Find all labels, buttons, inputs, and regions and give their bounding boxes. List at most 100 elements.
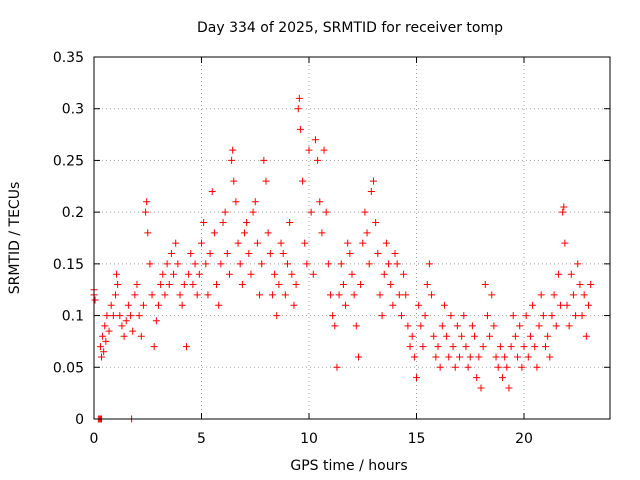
data-point xyxy=(557,301,565,309)
data-point xyxy=(481,281,489,289)
data-point xyxy=(135,312,143,320)
data-point xyxy=(514,353,522,361)
data-point xyxy=(406,343,414,351)
data-point xyxy=(462,343,470,351)
data-point xyxy=(258,260,266,268)
data-point xyxy=(96,343,104,351)
data-point xyxy=(292,281,300,289)
data-point xyxy=(193,291,201,299)
data-point xyxy=(335,291,343,299)
data-point xyxy=(152,317,160,325)
data-point xyxy=(91,296,99,304)
data-point xyxy=(466,353,474,361)
data-point xyxy=(372,218,380,226)
data-point xyxy=(288,270,296,278)
data-point xyxy=(101,322,109,330)
data-point xyxy=(419,343,427,351)
data-point xyxy=(318,229,326,237)
data-point xyxy=(295,94,303,102)
data-point xyxy=(301,239,309,247)
data-point xyxy=(354,353,362,361)
data-point xyxy=(98,353,106,361)
data-point xyxy=(268,291,276,299)
data-point xyxy=(421,312,429,320)
data-point xyxy=(229,146,237,154)
data-point xyxy=(542,343,549,351)
data-point xyxy=(324,260,332,268)
data-point xyxy=(266,250,274,258)
data-point xyxy=(114,281,122,289)
data-point xyxy=(344,239,352,247)
data-point xyxy=(185,270,193,278)
data-point xyxy=(122,317,130,325)
data-point xyxy=(385,260,393,268)
x-axis-label: GPS time / hours xyxy=(290,458,407,474)
data-point xyxy=(447,312,455,320)
data-point xyxy=(296,125,304,133)
data-point xyxy=(161,291,169,299)
data-point xyxy=(249,208,257,216)
data-point xyxy=(477,384,485,392)
data-point xyxy=(236,260,244,268)
data-point xyxy=(473,374,481,382)
data-point xyxy=(348,270,356,278)
data-point xyxy=(228,156,236,164)
data-point xyxy=(129,327,137,335)
data-point xyxy=(290,301,298,309)
data-point xyxy=(391,250,399,258)
data-point xyxy=(460,312,468,320)
data-point xyxy=(230,177,238,185)
data-point xyxy=(238,281,246,289)
data-point xyxy=(150,343,158,351)
plot-frame xyxy=(93,56,611,420)
data-point xyxy=(580,291,588,299)
data-point xyxy=(165,281,173,289)
data-point xyxy=(387,281,395,289)
data-point xyxy=(327,291,334,299)
data-point xyxy=(544,332,552,340)
data-point xyxy=(202,260,210,268)
data-point xyxy=(251,198,259,206)
data-point xyxy=(563,301,571,309)
data-point xyxy=(264,229,272,237)
data-point xyxy=(260,156,268,164)
data-point xyxy=(112,291,119,299)
data-point xyxy=(118,322,126,330)
data-point xyxy=(243,218,251,226)
data-point xyxy=(376,291,384,299)
data-point xyxy=(314,156,322,164)
data-point xyxy=(503,363,511,371)
data-point xyxy=(471,332,479,340)
data-point xyxy=(337,260,345,268)
data-point xyxy=(436,363,444,371)
data-point xyxy=(453,322,461,330)
data-point xyxy=(225,270,233,278)
data-point xyxy=(370,177,377,185)
data-point xyxy=(271,270,279,278)
data-point xyxy=(561,239,569,247)
data-point xyxy=(223,250,231,258)
data-point xyxy=(103,312,111,320)
y-axis-label: SRMTID / TECUs xyxy=(7,182,23,295)
data-point xyxy=(204,291,212,299)
data-point xyxy=(100,348,108,356)
data-point xyxy=(107,301,115,309)
data-point xyxy=(382,239,390,247)
data-point xyxy=(468,322,476,330)
data-point xyxy=(191,260,199,268)
data-point xyxy=(522,312,530,320)
data-point xyxy=(172,239,180,247)
data-point xyxy=(322,208,330,216)
data-point xyxy=(221,208,229,216)
data-point xyxy=(311,136,319,144)
data-point xyxy=(395,291,403,299)
data-point xyxy=(449,343,457,351)
data-point xyxy=(215,301,223,309)
data-point xyxy=(404,322,412,330)
data-point xyxy=(273,312,281,320)
data-point xyxy=(423,281,431,289)
data-point xyxy=(554,270,562,278)
data-point xyxy=(552,322,560,330)
data-point xyxy=(245,250,253,258)
